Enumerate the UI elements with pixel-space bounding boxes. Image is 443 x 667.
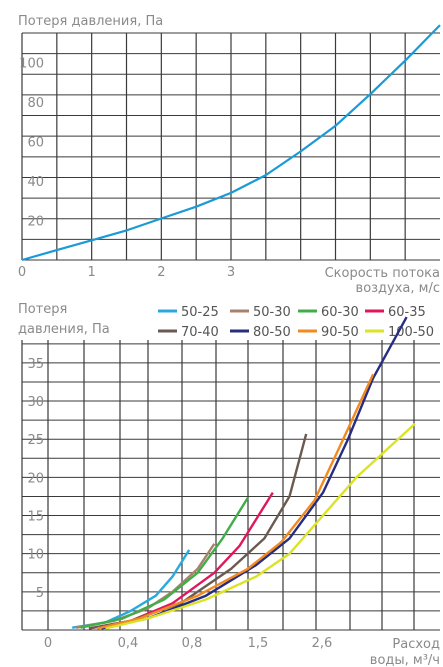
- chart2-y-tick-label: 15: [27, 510, 44, 525]
- legend-label-50-30: 50-30: [253, 305, 291, 320]
- legend-label-70-40: 70-40: [181, 325, 219, 340]
- chart1-y-tick-label: 20: [27, 215, 44, 230]
- legend-label-90-50: 90-50: [321, 325, 359, 340]
- chart1-y-ticks: 20 40 60 80 100: [19, 57, 44, 230]
- chart2-y-tick-label: 5: [36, 586, 44, 601]
- chart1-series: [21, 24, 441, 262]
- chart1-y-tick-label: 60: [27, 136, 44, 151]
- chart1-xlabel-line2: воздуха, м/с: [356, 281, 440, 296]
- chart2-x-tick-label: 0,4: [118, 636, 139, 651]
- chart1-x-tick-label: 0: [18, 265, 26, 280]
- chart1-x-tick-label: 1: [88, 265, 96, 280]
- chart1-y-tick-label: 40: [27, 175, 44, 190]
- chart2-series-line-80-50: [101, 316, 408, 630]
- chart2-xlabel-line1: Расход: [392, 637, 440, 652]
- chart1-x-ticks: 0 1 2 3: [18, 265, 235, 280]
- chart2-y-ticks: 5 10 15 20 25 30 35: [27, 357, 44, 601]
- chart-water-flow: Потеря давления, Па 50-25 50-30 60-30 60-35…: [18, 302, 440, 667]
- legend-label-80-50: 80-50: [253, 325, 291, 340]
- chart-air-velocity: Потеря давления, Па 20 40 60 80 100 0 1 2 3 Ско…: [18, 14, 441, 296]
- chart2-series-line-90-50: [96, 373, 375, 630]
- chart2-y-tick-label: 20: [27, 471, 44, 486]
- chart2-x-tick-label: 2,6: [312, 636, 333, 651]
- chart2-x-tick-label: 0: [44, 636, 52, 651]
- chart2-xlabel-line2: воды, м³/ч: [370, 653, 440, 667]
- legend-label-60-35: 60-35: [388, 305, 426, 320]
- chart1-ylabel: Потеря давления, Па: [18, 14, 163, 29]
- chart2-x-ticks: 0 0,4 0,8 1,5 2,6: [44, 636, 332, 651]
- chart2-x-tick-label: 0,8: [182, 636, 203, 651]
- chart1-series-line: [21, 24, 441, 262]
- legend-label-50-25: 50-25: [181, 305, 219, 320]
- chart2-x-tick-label: 1,5: [248, 636, 269, 651]
- chart1-y-tick-label: 100: [19, 57, 44, 72]
- legend-label-60-30: 60-30: [321, 305, 359, 320]
- chart1-y-tick-label: 80: [27, 96, 44, 111]
- chart2-series-line-60-30: [80, 497, 249, 629]
- chart1-x-tick-label: 2: [157, 265, 165, 280]
- chart1-x-tick-label: 3: [227, 265, 235, 280]
- chart2-y-tick-label: 35: [27, 357, 44, 372]
- chart2-y-tick-label: 25: [27, 433, 44, 448]
- chart2-y-tick-label: 10: [27, 548, 44, 563]
- chart2-y-tick-label: 30: [27, 395, 44, 410]
- chart2-ylabel-line2: давления, Па: [18, 322, 110, 337]
- chart2-series: [72, 316, 416, 630]
- chart2-series-line-100-50: [105, 423, 416, 630]
- chart2-ylabel-line1: Потеря: [18, 302, 67, 317]
- chart1-xlabel-line1: Скорость потока: [325, 266, 440, 281]
- chart2-grid: [21, 340, 440, 631]
- chart1-grid: [21, 32, 440, 261]
